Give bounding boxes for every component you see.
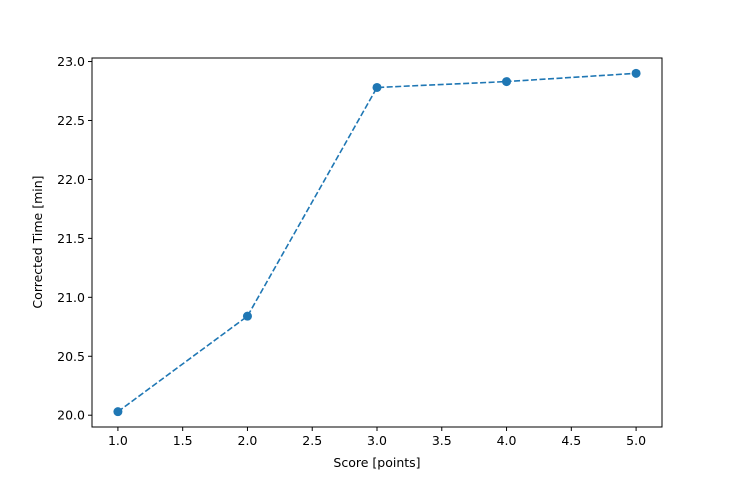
- series-line: [117, 72, 637, 413]
- y-axis-label: Corrected Time [min]: [30, 175, 45, 308]
- y-tick-label: 21.0: [57, 290, 85, 305]
- y-tick-label: 23.0: [57, 54, 85, 69]
- x-axis: 1.0 1.5 2.0 2.5 3.0 3.5 4.0 4.5 5.0: [108, 427, 646, 448]
- x-tick-label: 3.5: [432, 433, 452, 448]
- data-point: [631, 68, 641, 78]
- x-tick-label: 2.5: [302, 433, 322, 448]
- x-tick-label: 5.0: [626, 433, 646, 448]
- y-tick-label: 22.0: [57, 172, 85, 187]
- x-tick-label: 2.0: [238, 433, 258, 448]
- plot-area: [91, 57, 663, 428]
- data-point: [502, 77, 512, 87]
- x-tick-label: 4.5: [561, 433, 581, 448]
- x-axis-label: Score [points]: [333, 455, 420, 470]
- y-tick-label: 21.5: [57, 231, 85, 246]
- data-point: [372, 82, 382, 92]
- y-tick-label: 20.5: [57, 349, 85, 364]
- y-tick-label: 22.5: [57, 113, 85, 128]
- y-tick-label: 20.0: [57, 408, 85, 423]
- x-tick-label: 1.0: [108, 433, 128, 448]
- x-tick-label: 3.0: [367, 433, 387, 448]
- x-tick-label: 1.5: [173, 433, 193, 448]
- y-axis: 20.0 20.5 21.0 21.5 22.0 22.5 23.0: [57, 54, 92, 423]
- data-point: [113, 407, 123, 417]
- series: [113, 68, 641, 417]
- data-point: [242, 311, 252, 321]
- x-tick-label: 4.0: [497, 433, 517, 448]
